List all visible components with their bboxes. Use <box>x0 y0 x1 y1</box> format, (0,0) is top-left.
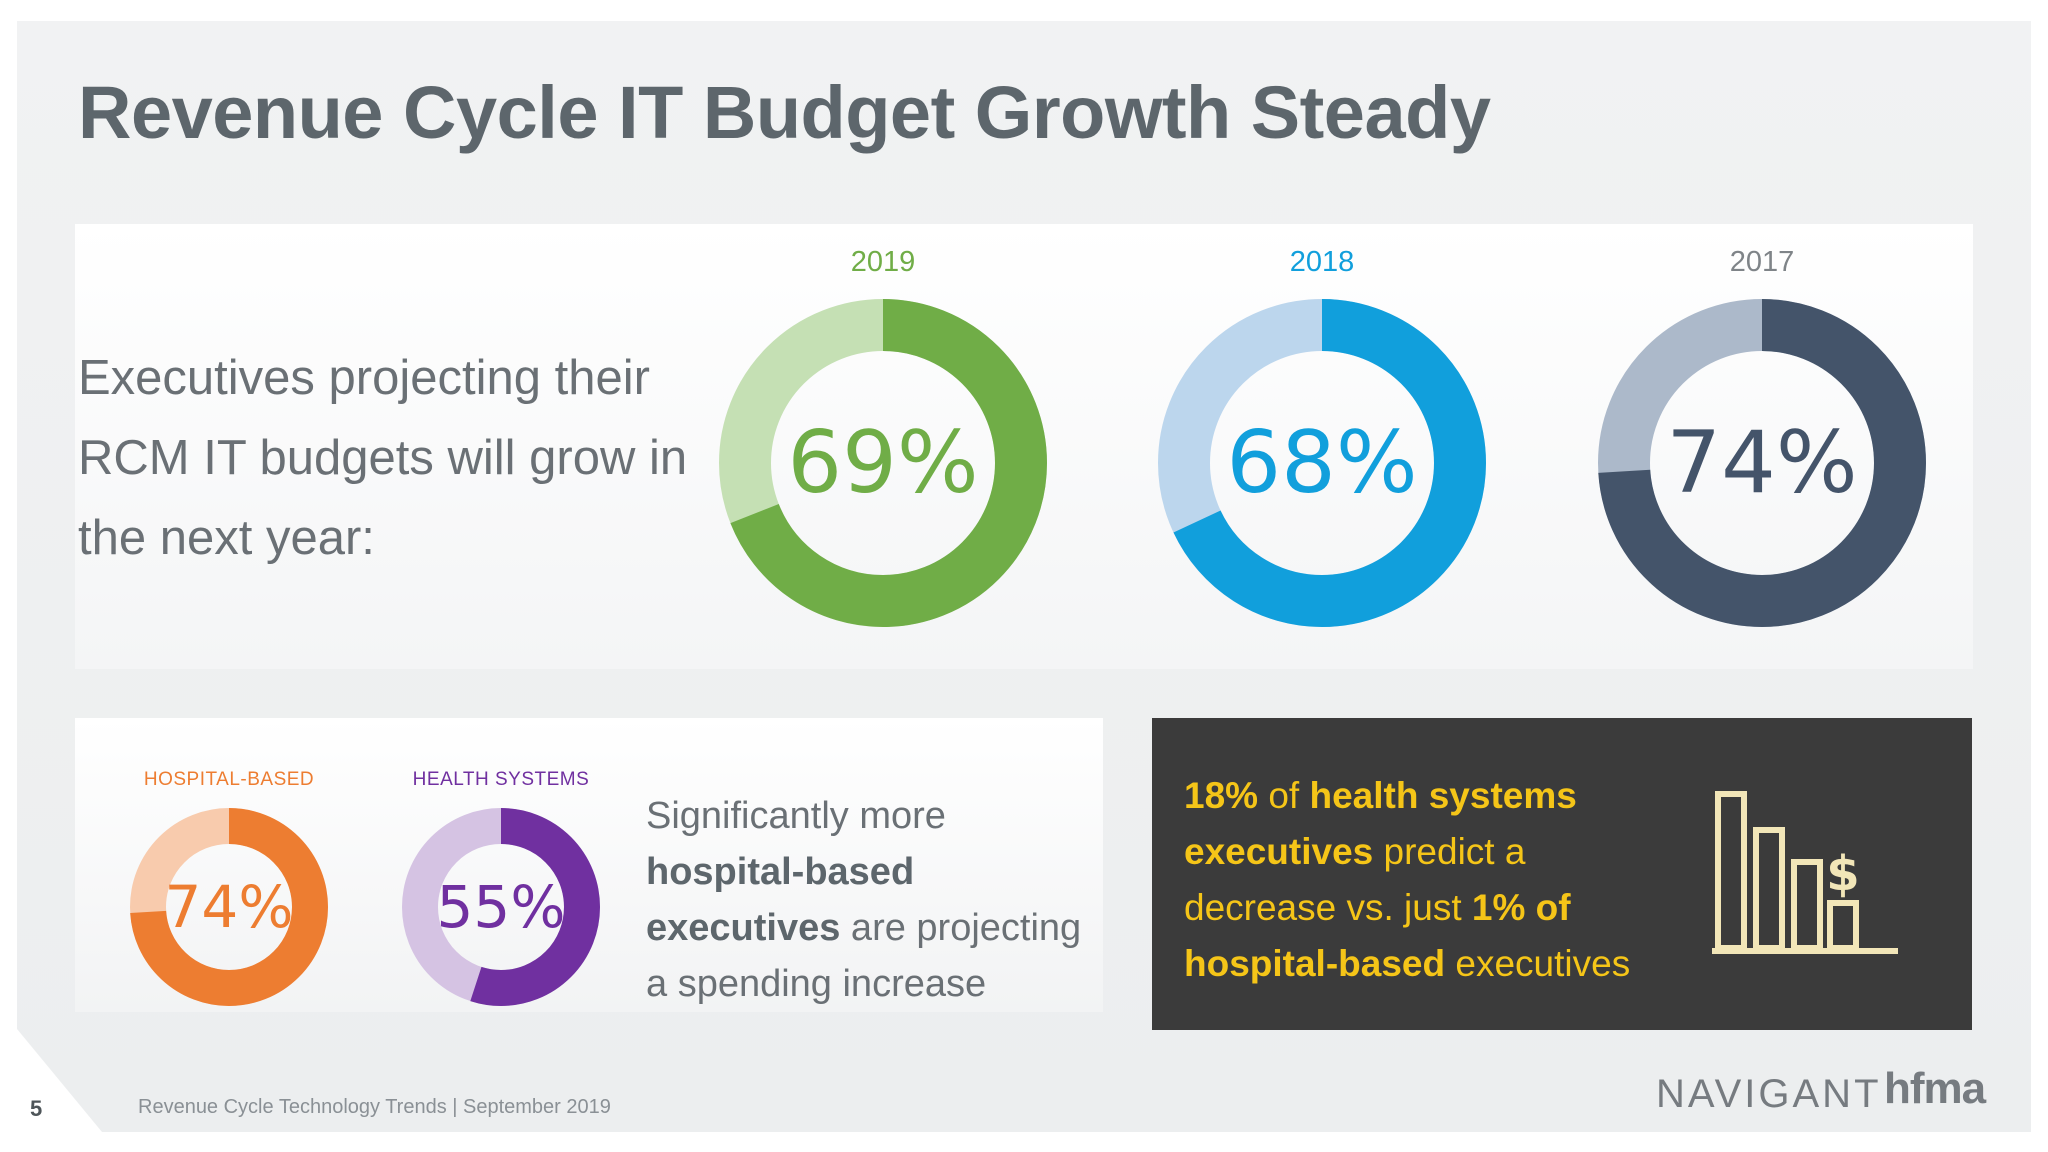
donut-health-systems-value-arc <box>402 808 600 1006</box>
page-number: 5 <box>30 1096 43 1121</box>
sig-text-part3: are projecting a spending increase <box>646 907 1082 1005</box>
donut-2017-value-arc <box>1598 299 1926 627</box>
donut-2019-value-arc <box>719 299 1047 627</box>
projection-text: Executives projecting their RCM IT budge… <box>78 351 688 565</box>
navigant-logo: NAVIGANT <box>1656 1072 1882 1116</box>
donut-health-systems-value-label: 55% <box>436 873 566 941</box>
donut-2018-value-label: 68% <box>1226 413 1418 513</box>
donut-health-systems: 55% <box>402 808 600 1006</box>
callout-pct-health: 18% <box>1184 775 1259 816</box>
donut-2017-value-label: 74% <box>1666 413 1858 513</box>
donut-hospital-based-value-label: 74% <box>164 873 294 941</box>
donut-hospital-based-value-arc <box>130 808 328 1006</box>
bar-chart-dollar-icon: $ <box>1708 788 1908 963</box>
hfma-logo: hfma <box>1884 1064 1986 1113</box>
page-title: Revenue Cycle IT Budget Growth Steady <box>78 71 1491 154</box>
donut-2017-category-label: 2017 <box>1729 246 1795 278</box>
significantly-more-text: Significantly more hospital-based execut… <box>646 788 1086 1012</box>
donut-hospital-based: 74% <box>130 808 328 1006</box>
callout-health-systems: health systems executives <box>1184 775 1577 872</box>
decrease-callout-text: 18% of health systems executives predict… <box>1184 768 1664 992</box>
decrease-callout-panel <box>1152 718 1972 1030</box>
donut-2018: 68% <box>1158 299 1486 627</box>
donut-2017: 74% <box>1598 299 1926 627</box>
donut-2018-value-arc <box>1158 299 1486 627</box>
donut-hospital-based-category-label: HOSPITAL-BASED <box>143 769 315 790</box>
footer-text: Revenue Cycle Technology Trends | Septem… <box>138 1096 611 1118</box>
sig-text-part1: Significantly more <box>646 795 946 837</box>
donut-2018-category-label: 2018 <box>1289 246 1355 278</box>
donut-2019-value-label: 69% <box>787 413 979 513</box>
svg-text:$: $ <box>1826 846 1859 902</box>
donut-2019: 69% <box>719 299 1047 627</box>
donut-2019-category-label: 2019 <box>850 246 916 278</box>
callout-executives: executives <box>1445 943 1631 984</box>
callout-predict: predict a decrease vs. just <box>1184 831 1526 928</box>
donut-health-systems-category-label: HEALTH SYSTEMS <box>412 769 590 790</box>
sig-text-emphasis: hospital-based executives <box>646 851 915 949</box>
callout-pct-hospital: 1% of hospital-based <box>1184 887 1571 984</box>
callout-of: of <box>1258 775 1310 816</box>
